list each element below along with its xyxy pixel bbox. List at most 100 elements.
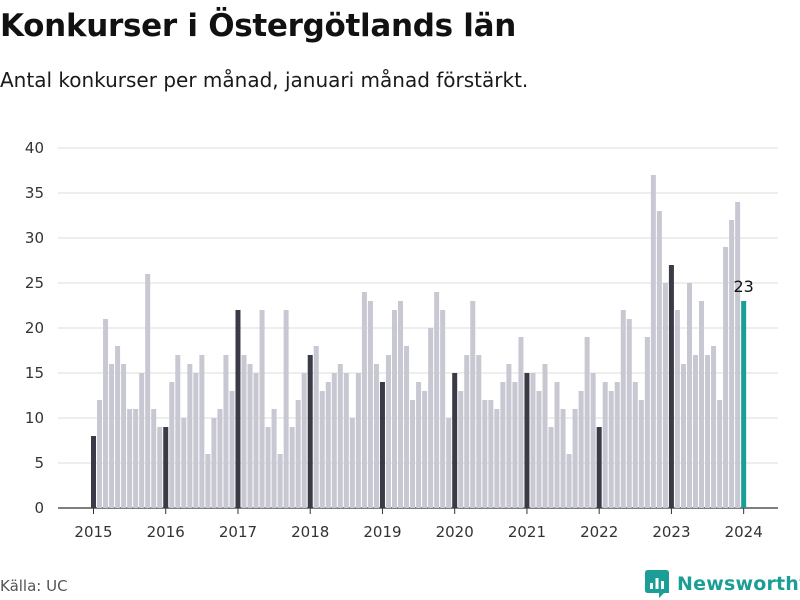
bars	[91, 175, 747, 508]
bar	[488, 400, 494, 508]
bar	[283, 310, 289, 508]
page-title: Konkurser i Östergötlands län	[0, 8, 516, 44]
x-tick-label: 2024	[725, 523, 763, 541]
bar	[536, 391, 542, 508]
bar	[157, 427, 163, 508]
bar	[259, 310, 265, 508]
bar	[566, 454, 572, 508]
bar	[247, 364, 253, 508]
x-tick-label: 2017	[219, 523, 257, 541]
bar	[470, 301, 476, 508]
bar-january	[91, 436, 96, 508]
bar	[223, 355, 229, 508]
bar	[211, 418, 217, 508]
bar-january	[741, 301, 747, 508]
y-tick-label: 0	[34, 499, 44, 517]
bar	[127, 409, 133, 508]
bar	[187, 364, 193, 508]
bar	[169, 382, 175, 508]
bar	[434, 292, 440, 508]
data-label-latest: 23	[733, 277, 753, 296]
bar	[686, 283, 692, 508]
bar	[662, 283, 668, 508]
newsworthy-icon	[645, 570, 669, 598]
bar	[602, 382, 608, 508]
bar	[530, 373, 536, 508]
bar	[680, 364, 686, 508]
x-tick-label: 2020	[436, 523, 474, 541]
bar	[361, 292, 367, 508]
brand-logo[interactable]: Newsworthy	[645, 569, 800, 599]
bar	[115, 346, 121, 508]
y-tick-label: 15	[25, 364, 44, 382]
bar	[277, 454, 283, 508]
bar	[241, 355, 247, 508]
y-tick-label: 5	[34, 454, 44, 472]
bar	[674, 310, 680, 508]
bar	[181, 418, 187, 508]
bar	[590, 373, 596, 508]
bar-january	[163, 427, 169, 508]
bar	[735, 202, 741, 508]
bar	[476, 355, 482, 508]
bar	[512, 382, 518, 508]
bar	[500, 382, 506, 508]
bar	[717, 400, 723, 508]
bar-january	[596, 427, 602, 508]
bar	[97, 400, 103, 508]
bar	[446, 418, 452, 508]
bar	[295, 400, 301, 508]
bar	[422, 391, 428, 508]
bar	[518, 337, 524, 508]
bar	[705, 355, 711, 508]
y-tick-label: 25	[25, 274, 44, 292]
bar-january	[307, 355, 313, 508]
bar	[217, 409, 223, 508]
bar	[560, 409, 566, 508]
x-tick-label: 2023	[652, 523, 690, 541]
y-tick-label: 30	[25, 229, 44, 247]
x-tick-label: 2015	[74, 523, 112, 541]
brand-name: Newsworthy	[677, 573, 800, 595]
bar	[301, 373, 307, 508]
bar	[650, 175, 656, 508]
bar	[319, 391, 325, 508]
bar	[103, 319, 109, 508]
bar	[193, 373, 199, 508]
bar	[109, 364, 115, 508]
bar	[139, 373, 145, 508]
source-note: Källa: UC	[0, 577, 68, 595]
bar	[205, 454, 211, 508]
bar	[151, 409, 157, 508]
bar	[572, 409, 578, 508]
bar	[133, 409, 139, 508]
bar	[404, 346, 410, 508]
bar	[723, 247, 729, 508]
bar	[554, 382, 560, 508]
bar	[584, 337, 590, 508]
bar	[355, 373, 361, 508]
bar-january	[235, 310, 241, 508]
bar-january	[379, 382, 385, 508]
bar	[506, 364, 512, 508]
bar	[494, 409, 500, 508]
x-tick-label: 2016	[147, 523, 185, 541]
bar	[729, 220, 735, 508]
bar	[656, 211, 662, 508]
bar	[373, 364, 379, 508]
bar	[608, 391, 614, 508]
x-tick-label: 2021	[508, 523, 546, 541]
bar	[578, 391, 584, 508]
bar	[626, 319, 632, 508]
bar	[644, 337, 650, 508]
bar	[289, 427, 295, 508]
bar	[548, 427, 554, 508]
bar	[343, 373, 349, 508]
bar	[410, 400, 416, 508]
bar	[482, 400, 488, 508]
annotations: 23	[733, 277, 753, 296]
y-tick-label: 20	[25, 319, 44, 337]
y-axis-ticks: 0 5 10 15 20 25 30 35 40	[25, 139, 44, 517]
bar	[638, 400, 644, 508]
bar	[458, 391, 464, 508]
